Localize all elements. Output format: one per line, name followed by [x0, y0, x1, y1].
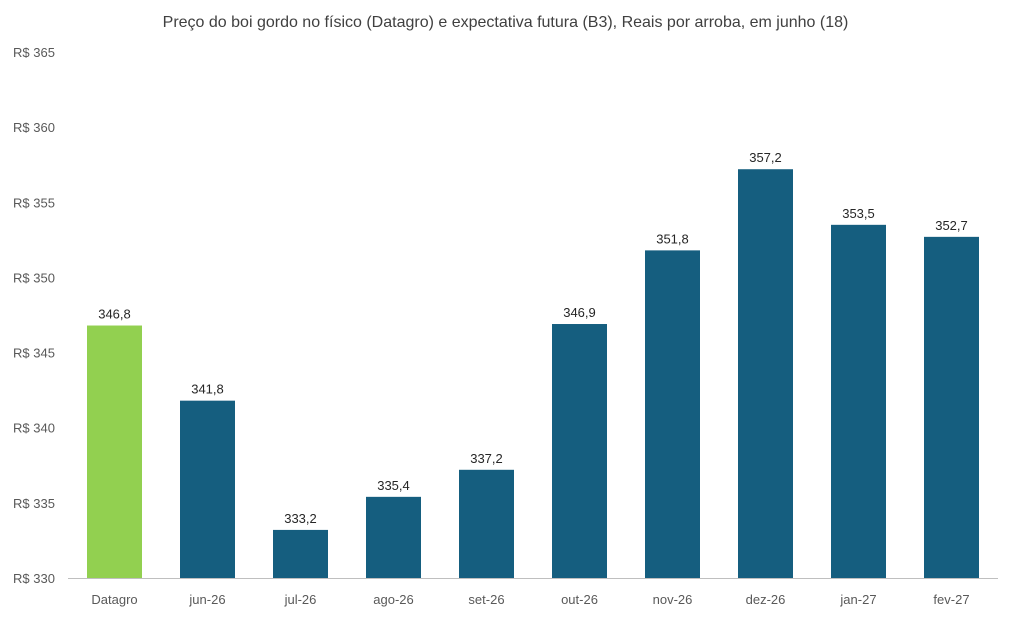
x-tick-label: jun-26 [188, 592, 225, 607]
bar-fev-27 [924, 236, 979, 578]
bar-jul-26 [273, 529, 328, 578]
bar-out-26 [552, 324, 607, 578]
y-tick-label: R$ 340 [13, 421, 55, 436]
data-label: 335,4 [377, 478, 410, 493]
bars: 346,8 341,8 333,2 335,4 337,2 346,9 351,8 357,2… [87, 150, 979, 579]
bar-dez-26 [738, 169, 793, 579]
data-label: 333,2 [284, 511, 317, 526]
x-tick-label: fev-27 [933, 592, 969, 607]
x-tick-label: Datagro [91, 592, 137, 607]
bar-set-26 [459, 469, 514, 578]
y-tick-label: R$ 355 [13, 195, 55, 210]
x-tick-label: jul-26 [284, 592, 317, 607]
data-label: 346,9 [563, 305, 596, 320]
data-label: 357,2 [749, 150, 782, 165]
y-tick-label: R$ 335 [13, 496, 55, 511]
bar-Datagro [87, 325, 142, 578]
x-tick-label: out-26 [561, 592, 598, 607]
bar-nov-26 [645, 250, 700, 578]
y-tick-label: R$ 345 [13, 346, 55, 361]
bar-ago-26 [366, 496, 421, 578]
bar-jan-27 [831, 224, 886, 579]
y-tick-label: R$ 330 [13, 571, 55, 586]
chart-title: Preço do boi gordo no físico (Datagro) e… [162, 14, 849, 31]
y-tick-label: R$ 360 [13, 120, 55, 135]
x-tick-label: set-26 [468, 592, 504, 607]
y-tick-label: R$ 350 [13, 270, 55, 285]
x-axis: Datagro jun-26 jul-26 ago-26 set-26 out-26 nov… [91, 592, 969, 607]
y-tick-label: R$ 365 [13, 45, 55, 60]
data-label: 341,8 [191, 382, 224, 397]
data-label: 346,8 [98, 307, 131, 322]
x-tick-label: ago-26 [373, 592, 413, 607]
data-label: 353,5 [842, 206, 875, 221]
data-label: 351,8 [656, 231, 689, 246]
y-axis: R$ 330 R$ 335 R$ 340 R$ 345 R$ 350 R$ 355 R$ 3… [13, 45, 55, 586]
data-label: 352,7 [935, 218, 968, 233]
data-label: 337,2 [470, 451, 503, 466]
x-tick-label: nov-26 [653, 592, 693, 607]
x-tick-label: dez-26 [746, 592, 786, 607]
bar-jun-26 [180, 400, 235, 578]
x-tick-label: jan-27 [839, 592, 876, 607]
